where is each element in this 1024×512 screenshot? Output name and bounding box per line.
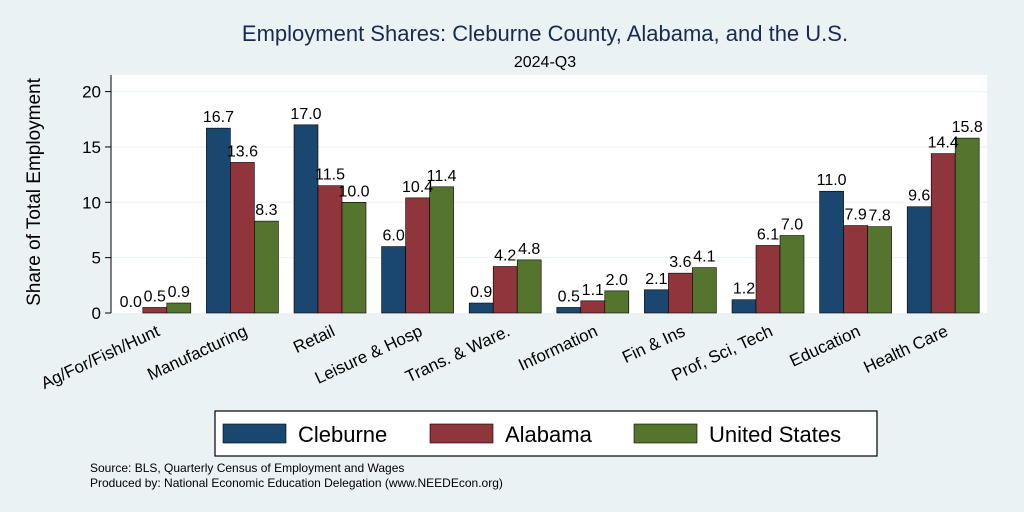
legend: Cleburne Alabama United States xyxy=(222,422,841,447)
bar-united-states xyxy=(867,226,892,314)
data-label: 16.7 xyxy=(203,109,234,126)
data-label: 0.5 xyxy=(144,288,166,305)
data-label: 7.8 xyxy=(868,208,890,225)
data-label: 4.8 xyxy=(518,241,540,258)
y-tick-label: 5 xyxy=(92,249,101,268)
data-label: 6.0 xyxy=(382,228,404,245)
category-label: Health Care xyxy=(861,321,951,377)
bar-cleburne xyxy=(293,124,319,314)
bar-united-states xyxy=(516,259,542,314)
data-label: 13.6 xyxy=(227,143,258,160)
bar-alabama xyxy=(930,153,956,314)
legend-label: Cleburne xyxy=(298,422,387,447)
bar-united-states xyxy=(254,220,279,314)
legend-label: United States xyxy=(709,422,841,447)
bar-united-states xyxy=(692,267,717,314)
data-label: 15.8 xyxy=(952,119,983,136)
data-label: 11.5 xyxy=(315,167,345,184)
bar-alabama xyxy=(843,225,868,314)
category-label: Retail xyxy=(290,321,337,357)
data-label: 1.2 xyxy=(733,281,755,298)
data-label: 0.0 xyxy=(120,294,142,311)
data-label: 2.0 xyxy=(606,272,628,289)
chart-title: Employment Shares: Cleburne County, Alab… xyxy=(242,21,848,46)
legend-swatch xyxy=(429,423,494,444)
data-label: 4.1 xyxy=(693,249,715,266)
data-label: 3.6 xyxy=(669,254,691,271)
bar-cleburne xyxy=(644,289,669,314)
data-label: 0.9 xyxy=(470,284,492,301)
data-labels: 0.0 0.5 0.916.713.68.317.011.510.06.010.41… xyxy=(120,106,983,311)
chart-subtitle: 2024-Q3 xyxy=(514,54,576,71)
category-label: Fin & Ins xyxy=(619,321,688,367)
bar-cleburne xyxy=(906,206,932,314)
bar-united-states xyxy=(341,202,367,314)
producer-note: Produced by: National Economic Education… xyxy=(90,476,503,490)
bars xyxy=(142,124,980,314)
y-tick-label: 10 xyxy=(82,193,101,212)
data-label: 10.0 xyxy=(338,183,369,200)
y-tick-label: 20 xyxy=(82,83,101,102)
bar-alabama xyxy=(755,245,781,314)
bar-cleburne xyxy=(731,299,757,314)
data-label: 8.3 xyxy=(255,202,277,219)
data-label: 7.9 xyxy=(844,207,866,224)
legend-label: Alabama xyxy=(505,422,593,447)
data-label: 11.0 xyxy=(817,172,847,189)
bar-united-states xyxy=(954,137,980,314)
data-label: 6.1 xyxy=(757,226,779,243)
data-label: 2.1 xyxy=(645,271,667,288)
bar-alabama xyxy=(580,300,606,314)
bar-alabama xyxy=(405,197,430,314)
data-label: 9.6 xyxy=(908,188,930,205)
y-axis-ticks: 0 5 10 15 20 xyxy=(82,75,112,323)
legend-swatch xyxy=(633,423,698,444)
bar-alabama xyxy=(230,162,255,314)
y-axis-label: Share of Total Employment xyxy=(24,77,45,305)
bar-cleburne xyxy=(206,127,231,314)
bar-cleburne xyxy=(819,190,844,314)
data-label: 17.0 xyxy=(290,106,321,123)
data-label: 7.0 xyxy=(781,217,803,234)
data-label: 10.4 xyxy=(402,179,433,196)
category-label: Ag/For/Fish/Hunt xyxy=(38,321,163,393)
data-label: 1.1 xyxy=(582,282,604,299)
data-label: 11.4 xyxy=(427,168,457,185)
bar-united-states xyxy=(429,186,454,314)
source-note: Source: BLS, Quarterly Census of Employm… xyxy=(90,461,404,475)
category-label: Information xyxy=(515,321,600,374)
data-label: 14.4 xyxy=(928,135,959,152)
bar-alabama xyxy=(668,272,693,314)
category-label: Prof, Sci, Tech xyxy=(669,321,776,384)
bar-united-states xyxy=(166,302,192,314)
bar-united-states xyxy=(779,235,805,314)
bar-cleburne xyxy=(381,246,406,314)
bar-united-states xyxy=(604,290,630,314)
bar-cleburne xyxy=(556,307,582,314)
category-label: Education xyxy=(787,321,864,370)
bar-cleburne xyxy=(468,302,494,314)
data-label: 0.9 xyxy=(168,284,190,301)
bar-alabama xyxy=(492,266,518,314)
bar-alabama xyxy=(142,307,168,314)
category-label: Manufacturing xyxy=(144,321,250,384)
y-tick-label: 0 xyxy=(92,304,101,323)
data-label: 0.5 xyxy=(558,288,580,305)
y-tick-label: 15 xyxy=(82,138,101,157)
legend-box xyxy=(214,410,878,457)
bar-alabama xyxy=(317,185,343,314)
legend-swatch xyxy=(222,423,287,444)
data-label: 4.2 xyxy=(494,248,516,265)
